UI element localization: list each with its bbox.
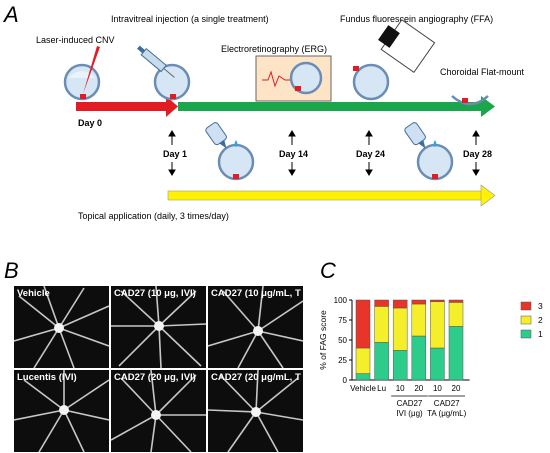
group-label-line1: CAD27 [434, 399, 460, 408]
angiogram-vehicle: Vehicle [14, 286, 109, 368]
vessel-pattern [208, 370, 303, 452]
vessel-pattern [208, 286, 303, 368]
x-tick-label: 20 [414, 384, 423, 393]
panel-letter-c: C [320, 258, 336, 283]
bar-segment-series-2 [411, 303, 427, 337]
topical-phase-arrow [167, 184, 496, 207]
bar-segment-series-3 [411, 299, 427, 305]
x-tick-label: Vehicle [350, 384, 376, 393]
bar-segment-series-1 [411, 335, 427, 381]
angiogram-cad27-20ugml-ta: CAD27 (20 μg/mL, T [208, 370, 303, 452]
angiogram-label: Lucentis (IVI) [17, 372, 77, 383]
bar-segment-series-1 [374, 342, 389, 381]
vessel-pattern [111, 370, 206, 452]
vessel-pattern [111, 286, 206, 368]
eye-injection-icon [137, 45, 191, 101]
legend-label: 2 [538, 315, 543, 325]
group-label-line2: IVI (μg) [396, 409, 423, 418]
bar-segment-series-3 [448, 299, 464, 303]
angiogram-lucentis: Lucentis (IVI) [14, 370, 109, 452]
day-label-28: Day 28 [463, 149, 493, 159]
y-tick-label: 0 [343, 376, 348, 385]
panel-letter-b: B [4, 258, 19, 283]
vessel-pattern [14, 286, 109, 368]
vessel-pattern [14, 370, 109, 452]
angiogram-label: CAD27 (20 μg, IVI) [114, 372, 196, 383]
bar-segment-series-1 [392, 350, 408, 381]
angiogram-cad27-20ug-ivi: CAD27 (20 μg, IVI) [111, 370, 206, 452]
day-label-24: Day 24 [356, 149, 386, 159]
eye-laser-icon [63, 46, 101, 101]
y-axis-label: % of FAG score [318, 310, 328, 370]
eye-drop-icon-2 [404, 122, 454, 181]
angiogram-cad27-10ug-ivi: CAD27 (10 μg, IVI) [111, 286, 206, 368]
erg-device-icon [255, 55, 332, 102]
bar-segment-series-3 [430, 299, 445, 302]
y-tick-label: 75 [338, 316, 347, 325]
bar-segment-series-2 [374, 306, 389, 343]
bar-segment-series-2 [355, 347, 371, 374]
y-tick-label: 50 [338, 336, 347, 345]
bar-segment-series-3 [355, 299, 371, 349]
eye-drop-icon-1 [205, 122, 255, 181]
treatment-phase-arrow [178, 96, 495, 117]
day-label-0: Day 0 [78, 118, 103, 128]
bar-segment-series-1 [430, 347, 445, 381]
legend-swatch [520, 329, 532, 339]
group-label-line1: CAD27 [397, 399, 423, 408]
bar-segment-series-1 [355, 373, 371, 381]
x-tick-label: Lu [377, 384, 386, 393]
bar-segment-series-1 [448, 326, 464, 381]
laser-phase-arrow [76, 96, 178, 117]
legend-label: 1 [538, 329, 543, 339]
label-ffa: Fundus fluorescein angiography (FFA) [340, 14, 494, 24]
fag-score-chart: 0 25 50 75 100 % of FAG score Vehicle Lu 10 20 10 2… [318, 296, 543, 418]
angiogram-label: Vehicle [17, 288, 50, 299]
fundus-camera-icon [352, 19, 436, 101]
timeline-diagram [63, 19, 496, 207]
label-cnv: Laser-induced CNV [36, 35, 115, 45]
label-flatmount: Choroidal Flat-mount [440, 67, 525, 77]
x-tick-label: 20 [452, 384, 461, 393]
bar-segment-series-2 [448, 302, 464, 327]
day-label-1: Day 1 [163, 149, 188, 159]
day-label-14: Day 14 [279, 149, 309, 159]
angiogram-label: CAD27 (20 μg/mL, T [211, 372, 301, 383]
flatmount-icon [451, 95, 489, 106]
y-tick-label: 100 [334, 296, 348, 305]
x-tick-label: 10 [396, 384, 405, 393]
bar-segment-series-3 [374, 299, 389, 307]
legend-swatch [520, 315, 532, 325]
legend-label: 3 [538, 301, 543, 311]
x-tick-label: 10 [433, 384, 442, 393]
panel-letter-a: A [4, 2, 19, 27]
label-erg: Electroretinography (ERG) [221, 44, 328, 54]
bar-segment-series-2 [430, 301, 445, 349]
angiogram-cad27-10ugml-ta: CAD27 (10 μg/mL, T [208, 286, 303, 368]
bar-segment-series-3 [392, 299, 408, 309]
bar-segment-series-2 [392, 307, 408, 351]
day-tick-arrows [168, 130, 480, 176]
label-ivi: Intravitreal injection (a single treatme… [111, 14, 269, 24]
group-label-line2: TA (μg/mL) [427, 409, 466, 418]
y-tick-label: 25 [338, 356, 347, 365]
angiogram-label: CAD27 (10 μg, IVI) [114, 288, 196, 299]
legend-swatch [520, 301, 532, 311]
angiogram-label: CAD27 (10 μg/mL, T [211, 288, 301, 299]
label-topical: Topical application (daily, 3 times/day) [78, 211, 229, 221]
